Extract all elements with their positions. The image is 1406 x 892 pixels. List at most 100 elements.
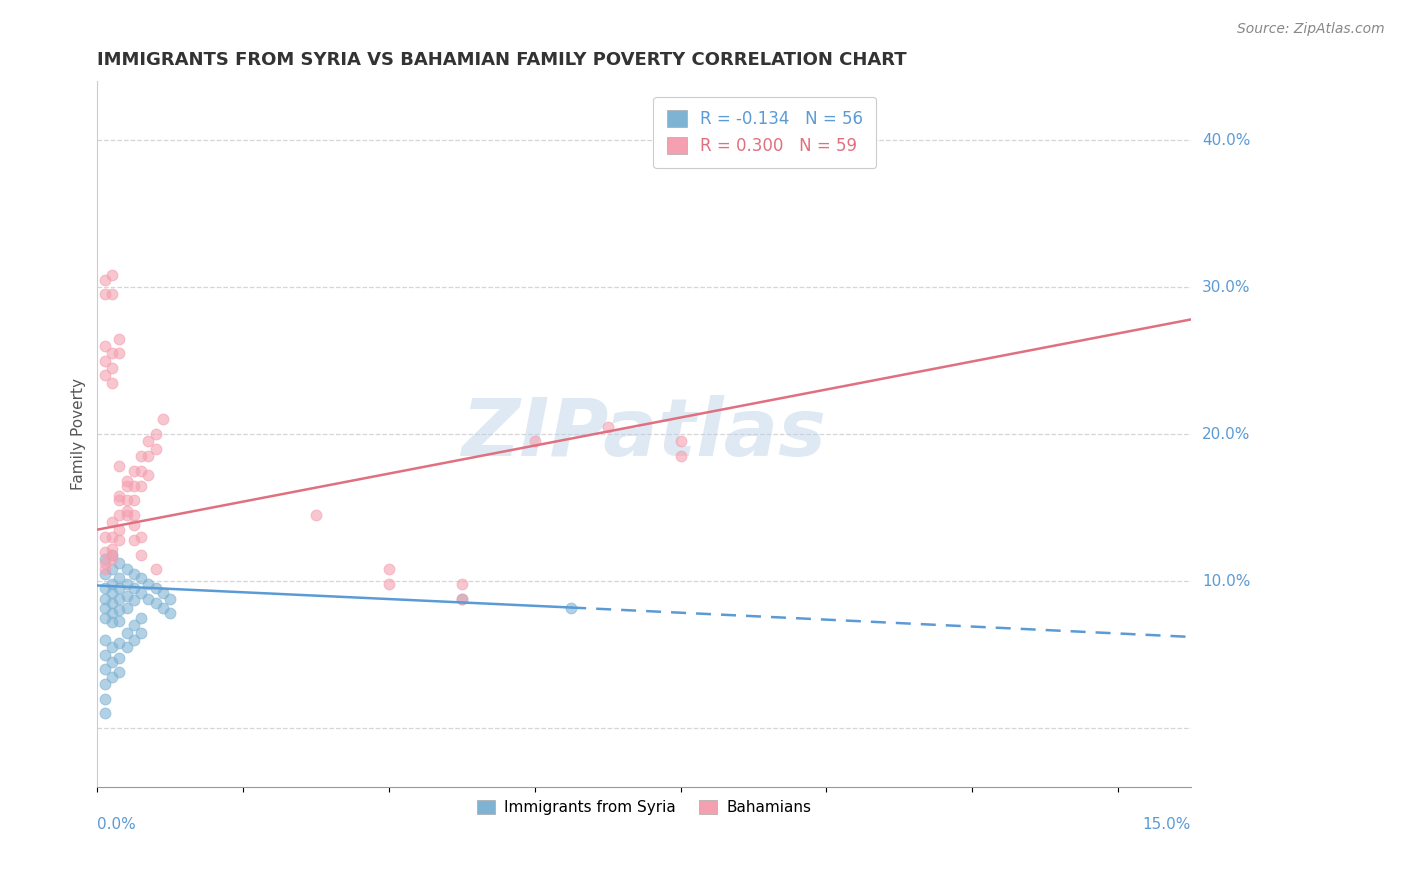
Point — [93, 677, 115, 691]
Point — [101, 361, 124, 376]
Point — [108, 533, 131, 547]
Point — [115, 600, 138, 615]
Point — [108, 508, 131, 522]
Point — [122, 593, 145, 607]
Text: 20.0%: 20.0% — [1202, 426, 1250, 442]
Text: Source: ZipAtlas.com: Source: ZipAtlas.com — [1237, 22, 1385, 37]
Y-axis label: Family Poverty: Family Poverty — [72, 378, 86, 490]
Point — [101, 268, 124, 283]
Point — [122, 632, 145, 647]
Point — [129, 548, 152, 562]
Text: 30.0%: 30.0% — [1202, 279, 1250, 294]
Point — [669, 434, 692, 449]
Point — [115, 625, 138, 640]
Point — [108, 650, 131, 665]
Point — [145, 596, 167, 610]
Point — [305, 508, 328, 522]
Point — [122, 478, 145, 492]
Point — [450, 591, 472, 606]
Point — [108, 557, 131, 571]
Point — [101, 655, 124, 669]
Point — [101, 541, 124, 556]
Point — [108, 665, 131, 680]
Point — [378, 562, 401, 576]
Point — [93, 552, 115, 566]
Point — [93, 632, 115, 647]
Point — [108, 489, 131, 503]
Point — [115, 562, 138, 576]
Point — [101, 530, 124, 544]
Point — [93, 273, 115, 287]
Point — [115, 493, 138, 508]
Point — [93, 530, 115, 544]
Point — [115, 474, 138, 488]
Point — [93, 544, 115, 558]
Point — [101, 548, 124, 562]
Point — [145, 562, 167, 576]
Point — [108, 523, 131, 537]
Point — [108, 459, 131, 474]
Point — [129, 611, 152, 625]
Point — [93, 611, 115, 625]
Point — [122, 518, 145, 533]
Text: 40.0%: 40.0% — [1202, 133, 1250, 148]
Point — [560, 600, 582, 615]
Point — [93, 662, 115, 676]
Point — [93, 691, 115, 706]
Point — [159, 591, 181, 606]
Point — [129, 478, 152, 492]
Point — [152, 412, 174, 426]
Point — [101, 552, 124, 566]
Point — [93, 353, 115, 368]
Point — [101, 577, 124, 591]
Point — [108, 603, 131, 617]
Point — [145, 442, 167, 456]
Point — [115, 508, 138, 522]
Point — [115, 589, 138, 603]
Point — [122, 582, 145, 596]
Text: ZIPatlas: ZIPatlas — [461, 395, 827, 473]
Text: IMMIGRANTS FROM SYRIA VS BAHAMIAN FAMILY POVERTY CORRELATION CHART: IMMIGRANTS FROM SYRIA VS BAHAMIAN FAMILY… — [97, 51, 907, 69]
Point — [129, 571, 152, 585]
Point — [152, 600, 174, 615]
Point — [101, 586, 124, 600]
Point — [129, 464, 152, 478]
Point — [129, 586, 152, 600]
Point — [93, 600, 115, 615]
Point — [122, 464, 145, 478]
Text: 10.0%: 10.0% — [1202, 574, 1250, 589]
Point — [108, 332, 131, 346]
Point — [122, 533, 145, 547]
Point — [122, 493, 145, 508]
Point — [108, 493, 131, 508]
Point — [101, 596, 124, 610]
Point — [108, 582, 131, 596]
Point — [145, 427, 167, 442]
Text: 0.0%: 0.0% — [97, 817, 136, 832]
Point — [108, 591, 131, 606]
Point — [152, 586, 174, 600]
Point — [108, 571, 131, 585]
Point — [129, 625, 152, 640]
Point — [122, 508, 145, 522]
Point — [129, 530, 152, 544]
Point — [450, 591, 472, 606]
Point — [93, 591, 115, 606]
Point — [138, 577, 160, 591]
Point — [93, 562, 115, 576]
Point — [93, 706, 115, 721]
Point — [101, 615, 124, 630]
Point — [115, 478, 138, 492]
Point — [93, 582, 115, 596]
Point — [101, 562, 124, 576]
Point — [108, 614, 131, 628]
Point — [138, 434, 160, 449]
Point — [101, 548, 124, 562]
Point — [93, 648, 115, 662]
Point — [101, 287, 124, 301]
Point — [101, 376, 124, 390]
Point — [669, 449, 692, 463]
Point — [122, 566, 145, 581]
Point — [450, 577, 472, 591]
Point — [93, 368, 115, 383]
